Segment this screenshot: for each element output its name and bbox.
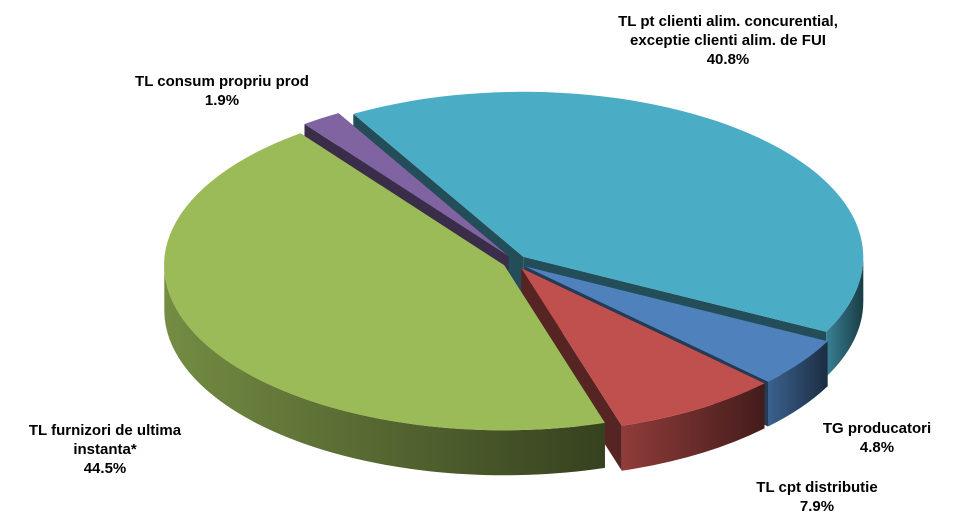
value-label: 44.5% — [83, 460, 127, 477]
slice — [304, 113, 509, 256]
category-label: TL cpt distributie — [756, 479, 878, 496]
slice-side — [621, 383, 765, 471]
value-label: 7.9% — [799, 498, 835, 515]
value-label: 4.8% — [859, 439, 895, 456]
slice — [164, 133, 605, 431]
slice — [521, 268, 765, 426]
category-label: TL furnizori de ultima instanta* — [28, 422, 182, 458]
category-label: TL consum propriu prod — [135, 73, 309, 90]
slice-label: TL furnizori de ultima instanta* 44.5% — [0, 421, 213, 478]
category-label: TG producatori — [822, 420, 932, 437]
slice-label: TL pt clienti alim. concurential, except… — [608, 12, 848, 69]
slice-side — [826, 256, 864, 377]
slice-label: TG producatori 4.8% — [797, 419, 957, 457]
slice-side — [768, 341, 828, 427]
value-label: 1.9% — [204, 92, 240, 109]
category-label: TL pt clienti alim. concurential, except… — [618, 13, 838, 49]
slice — [353, 91, 864, 332]
slice-side — [164, 265, 605, 476]
slice — [524, 266, 828, 382]
slice-label: TL cpt distributie 7.9% — [732, 478, 902, 516]
value-label: 40.8% — [706, 51, 750, 68]
slice-label: TL consum propriu prod 1.9% — [132, 72, 312, 110]
